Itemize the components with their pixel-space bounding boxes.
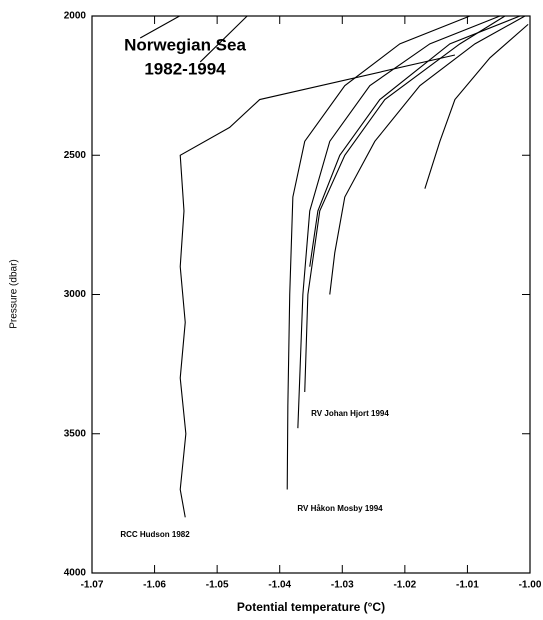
y-axis-label: Pressure (dbar) [9,259,20,328]
x-tick-label: -1.06 [143,580,166,591]
profile-line [329,15,526,295]
x-tick-label: -1.07 [81,580,104,591]
y-tick-label: 2000 [64,11,87,22]
profile-line [199,15,248,63]
x-tick-label: -1.00 [519,580,542,591]
annotation: Norwegian Sea [124,35,246,54]
profile-line [309,15,521,267]
profile-line [297,15,501,429]
y-tick-label: 4000 [64,568,87,579]
y-tick-label: 2500 [64,150,87,161]
profile-line [179,54,456,518]
x-tick-label: -1.05 [206,580,229,591]
profile-line [304,15,506,392]
x-axis-label: Potential temperature (°C) [237,600,385,614]
profile-line [286,15,471,490]
x-tick-label: -1.04 [268,580,291,591]
y-tick-label: 3000 [64,289,87,300]
x-tick-label: -1.02 [393,580,416,591]
x-tick-label: -1.01 [456,580,479,591]
annotation: RV Håkon Mosby 1994 [297,504,383,513]
annotation: 1982-1994 [144,59,226,78]
profile-line [139,15,180,39]
annotation: RV Johan Hjort 1994 [311,409,389,418]
x-tick-label: -1.03 [331,580,354,591]
profile-line [424,23,529,189]
y-tick-label: 3500 [64,428,87,439]
annotation: RCC Hudson 1982 [120,530,190,539]
plot-frame [91,15,531,574]
